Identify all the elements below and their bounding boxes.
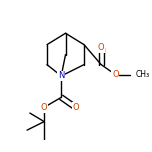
Text: O: O [112,70,119,79]
Text: O: O [41,103,47,112]
Text: CH₃: CH₃ [135,70,149,79]
Text: O: O [72,103,79,112]
Text: N: N [58,71,64,81]
Text: O: O [98,43,104,52]
